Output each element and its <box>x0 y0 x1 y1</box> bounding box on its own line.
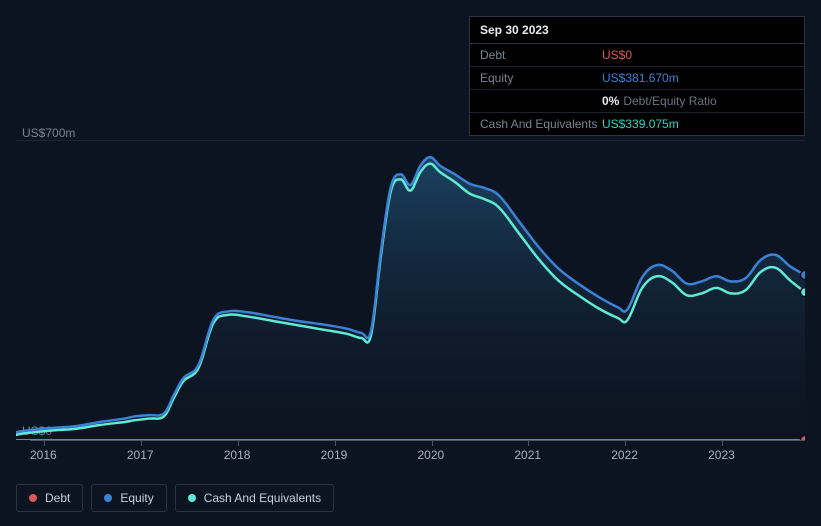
chart-tooltip: Sep 30 2023 Debt US$0 Equity US$381.670m… <box>469 16 805 136</box>
tooltip-label <box>480 94 602 108</box>
tooltip-label: Debt <box>480 48 602 62</box>
tooltip-ratio-pct: 0% <box>602 94 619 108</box>
tooltip-value: US$0 <box>602 48 794 62</box>
tooltip-ratio: 0% Debt/Equity Ratio <box>602 94 794 108</box>
x-axis: 20162017201820192020202120222023 <box>16 448 805 468</box>
tooltip-date: Sep 30 2023 <box>470 17 804 44</box>
x-axis-tick: 2023 <box>708 448 805 468</box>
tooltip-row-equity: Equity US$381.670m <box>470 67 804 90</box>
legend-label: Cash And Equivalents <box>204 491 321 505</box>
legend-label: Debt <box>45 491 70 505</box>
tooltip-label: Cash And Equivalents <box>480 117 602 131</box>
legend-dot-icon <box>29 494 37 502</box>
tooltip-row-debt: Debt US$0 <box>470 44 804 67</box>
legend-item-equity[interactable]: Equity <box>91 484 166 512</box>
legend-dot-icon <box>104 494 112 502</box>
chart-legend: Debt Equity Cash And Equivalents <box>16 484 334 512</box>
tooltip-value: US$381.670m <box>602 71 794 85</box>
x-axis-tick: 2022 <box>611 448 708 468</box>
x-axis-tick: 2019 <box>321 448 418 468</box>
legend-label: Equity <box>120 491 153 505</box>
legend-item-debt[interactable]: Debt <box>16 484 83 512</box>
tooltip-value: US$339.075m <box>602 117 794 131</box>
tooltip-label: Equity <box>480 71 602 85</box>
legend-item-cash-and-equivalents[interactable]: Cash And Equivalents <box>175 484 334 512</box>
legend-dot-icon <box>188 494 196 502</box>
x-axis-tick: 2017 <box>127 448 224 468</box>
chart-svg <box>16 140 805 440</box>
tooltip-row-cash: Cash And Equivalents US$339.075m <box>470 113 804 135</box>
x-axis-line <box>30 440 805 441</box>
tooltip-ratio-label: Debt/Equity Ratio <box>623 94 716 108</box>
y-axis-label-top: US$700m <box>22 126 75 140</box>
x-axis-tick: 2016 <box>30 448 127 468</box>
tooltip-row-ratio: 0% Debt/Equity Ratio <box>470 90 804 113</box>
x-axis-tick: 2021 <box>514 448 611 468</box>
x-axis-tick: 2018 <box>224 448 321 468</box>
x-axis-tick: 2020 <box>418 448 515 468</box>
chart-plot-area[interactable] <box>16 140 805 440</box>
